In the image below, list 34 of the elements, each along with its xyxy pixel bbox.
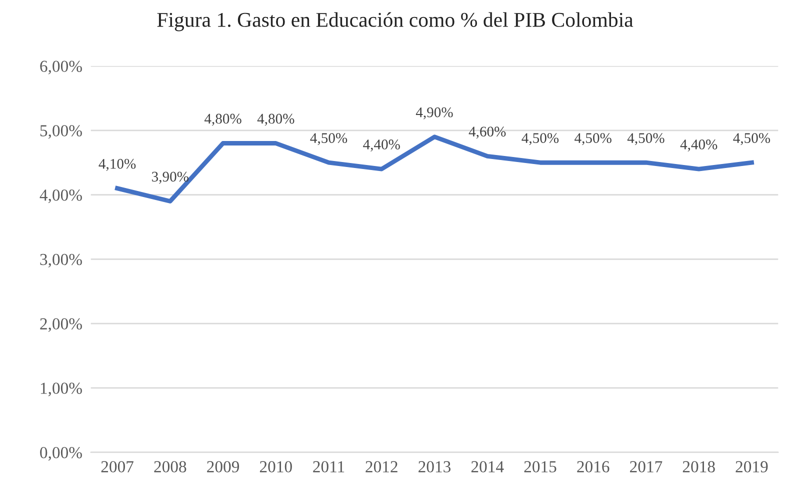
x-tick-label: 2012	[366, 461, 398, 472]
y-tick-label: 5,00%	[40, 125, 82, 139]
x-tick-label: 2015	[524, 461, 556, 472]
data-label: 4,50%	[627, 133, 664, 146]
x-tick-label: 2009	[207, 461, 240, 472]
x-tick-label: 2010	[260, 461, 292, 472]
data-label: 4,50%	[733, 133, 770, 146]
data-label: 4,10%	[98, 158, 136, 171]
x-tick-label: 2016	[577, 461, 610, 472]
x-tick-label: 2011	[313, 461, 344, 472]
data-label: 4,80%	[257, 114, 294, 126]
data-label: 4,40%	[680, 140, 718, 152]
data-label: 4,50%	[310, 133, 348, 146]
y-tick-label: 3,00%	[40, 254, 82, 268]
y-tick-label: 0,00%	[40, 447, 82, 461]
data-label: 4,50%	[574, 133, 612, 146]
x-tick-label: 2017	[630, 461, 662, 472]
chart-title: Figura 1. Gasto en Educación como % del PIB Colombia	[157, 12, 634, 32]
x-tick-label: 2019	[736, 461, 768, 472]
y-tick-label: 2,00%	[40, 318, 82, 332]
x-tick-label: 2014	[471, 461, 504, 472]
x-tick-label: 2013	[418, 461, 451, 472]
data-label: 4,80%	[204, 114, 242, 126]
x-tick-label: 2007	[101, 461, 134, 472]
y-tick-label: 4,00%	[40, 189, 82, 204]
data-label: 3,90%	[152, 172, 188, 184]
data-label: 4,50%	[522, 133, 559, 146]
data-label: 4,40%	[363, 140, 400, 152]
data-label: 4,90%	[416, 107, 453, 120]
y-tick-label: 1,00%	[40, 382, 82, 396]
x-tick-label: 2018	[682, 461, 715, 472]
x-tick-label: 2008	[154, 461, 186, 472]
y-tick-label: 6,00%	[40, 60, 82, 74]
data-label: 4,60%	[468, 126, 506, 139]
